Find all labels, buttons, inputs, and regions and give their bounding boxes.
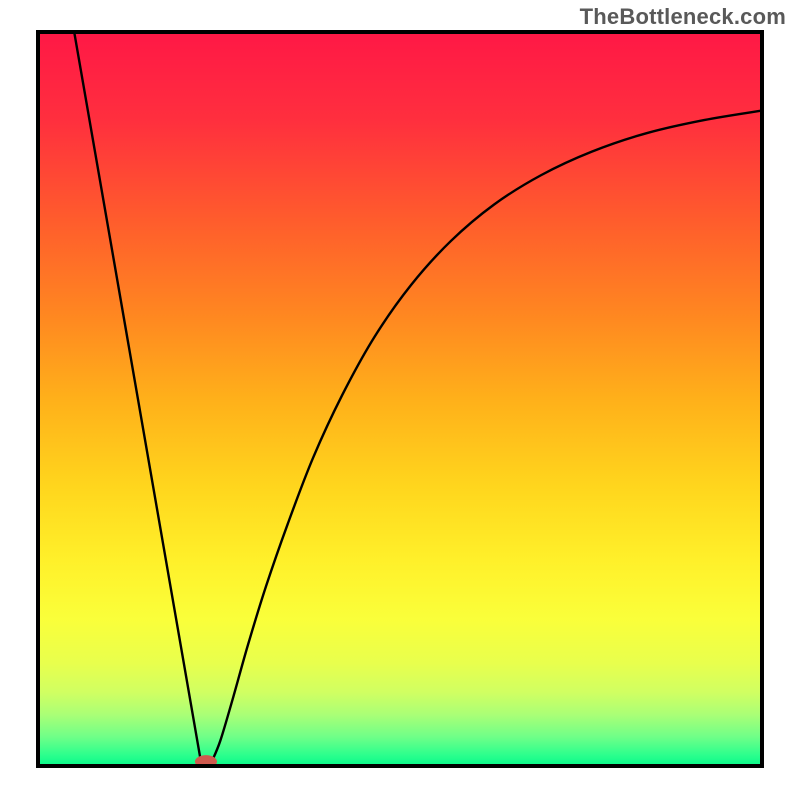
watermark-text: TheBottleneck.com [580, 4, 786, 30]
chart-container: TheBottleneck.com [0, 0, 800, 800]
gradient-v-chart [0, 0, 800, 800]
